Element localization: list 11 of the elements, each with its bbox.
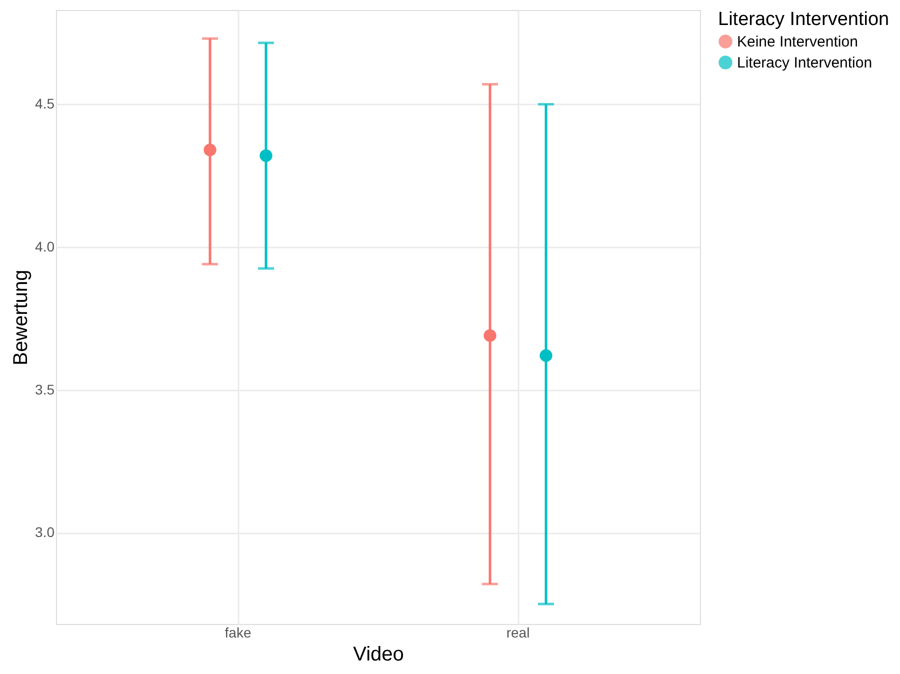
y-tick-label: 4.5 — [35, 96, 55, 112]
y-tick-label: 4.0 — [35, 238, 55, 255]
y-tick-label: 3.5 — [35, 381, 55, 398]
x-tick-label: real — [506, 624, 530, 640]
y-tick-label: 3.0 — [35, 524, 55, 540]
legend-label: Literacy Intervention — [737, 54, 872, 72]
x-tick-label: fake — [224, 624, 252, 640]
x-axis-title: Video — [353, 644, 404, 666]
legend-label: Keine Intervention — [737, 34, 858, 50]
legend-title: Literacy Intervention — [718, 9, 890, 30]
y-axis-title: Bewertung — [10, 270, 32, 366]
